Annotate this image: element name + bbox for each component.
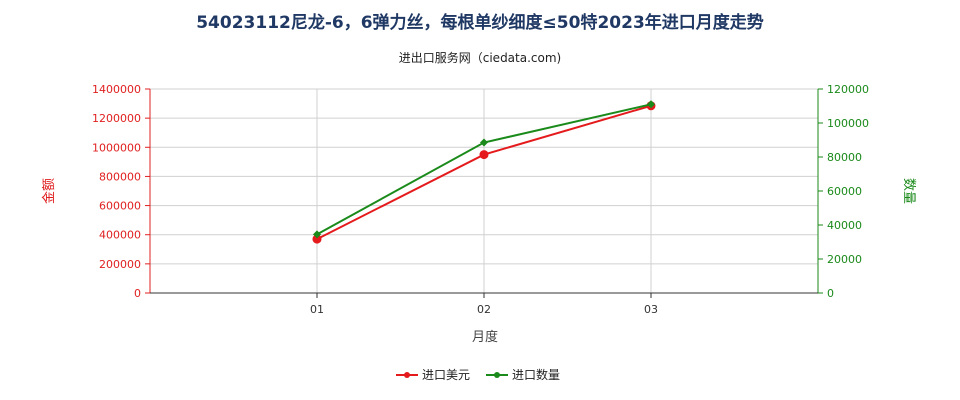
legend-marker-1 [404, 372, 410, 378]
data-point-2 [480, 138, 488, 147]
data-point-1 [312, 234, 322, 244]
y-right-tick-label: 80000 [827, 151, 862, 164]
y-axis-left-title: 金额 [41, 178, 57, 204]
y-axis-right-title: 数量 [901, 178, 916, 204]
x-tick-label: 03 [644, 303, 658, 316]
y-right-tick-label: 60000 [827, 185, 862, 198]
series-group [312, 100, 656, 244]
legend-label-2: 进口数量 [512, 367, 560, 382]
chart-subtitle: 进出口服务网（ciedata.com) [398, 51, 562, 65]
y-left-tick-label: 200000 [99, 258, 141, 271]
axes [145, 88, 823, 298]
y-left-tick-label: 1400000 [92, 83, 141, 96]
chart-title: 54023112尼龙-6，6弹力丝，每根单纱细度≤50特2023年进口月度走势 [196, 13, 764, 33]
y-right-tick-label: 20000 [827, 253, 862, 266]
y-left-tick-label: 800000 [99, 170, 141, 183]
data-point-2 [313, 230, 321, 239]
y-left-tick-label: 0 [134, 287, 141, 300]
y-right-tick-label: 0 [827, 287, 834, 300]
legend-marker-2 [494, 372, 500, 378]
legend-label-1: 进口美元 [422, 368, 470, 382]
data-point-1 [479, 150, 489, 160]
data-point-2 [647, 100, 655, 109]
y-right-tick-label: 120000 [827, 83, 869, 96]
tick-labels: 0200000400000600000800000100000012000001… [92, 83, 869, 316]
y-left-tick-label: 600000 [99, 200, 141, 213]
grid-lines [150, 88, 818, 293]
x-axis-title: 月度 [472, 329, 498, 345]
y-left-tick-label: 1200000 [92, 112, 141, 125]
y-right-tick-label: 100000 [827, 117, 869, 130]
y-left-tick-label: 400000 [99, 229, 141, 242]
legend: 进口美元 进口数量 [396, 367, 560, 382]
x-tick-label: 01 [310, 303, 324, 316]
y-right-tick-label: 40000 [827, 219, 862, 232]
y-left-tick-label: 1000000 [92, 141, 141, 154]
x-tick-label: 02 [477, 303, 491, 316]
